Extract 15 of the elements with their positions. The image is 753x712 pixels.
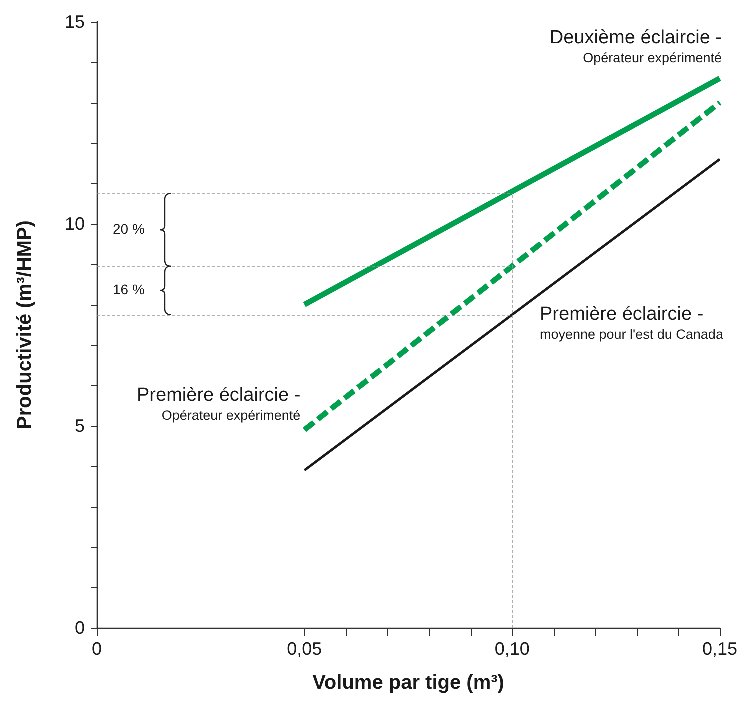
y-tick-label: 10 bbox=[64, 214, 85, 234]
x-tick-label: 0,05 bbox=[287, 639, 322, 659]
x-axis-title: Volume par tige (m³) bbox=[312, 672, 504, 694]
series-label: Deuxième éclaircie - Opérateur expérimenté bbox=[550, 28, 722, 66]
x-tick-label: 0,15 bbox=[702, 639, 738, 659]
y-tick-label: 15 bbox=[64, 12, 85, 32]
series-label: Première éclaircie - moyenne pour l'est du Canada bbox=[540, 304, 724, 342]
annotation: 16 % bbox=[113, 282, 145, 298]
y-tick-label: 0 bbox=[74, 618, 85, 638]
x-tick-label: 0,10 bbox=[494, 639, 530, 659]
x-tick-label: 0 bbox=[92, 639, 102, 659]
annotation: 20 % bbox=[113, 221, 145, 238]
y-axis-title: Productivité (m³/HMP) bbox=[14, 220, 36, 430]
y-tick-label: 5 bbox=[74, 416, 85, 436]
series-label: Première éclaircie - Opérateur expérimenté bbox=[137, 385, 301, 424]
